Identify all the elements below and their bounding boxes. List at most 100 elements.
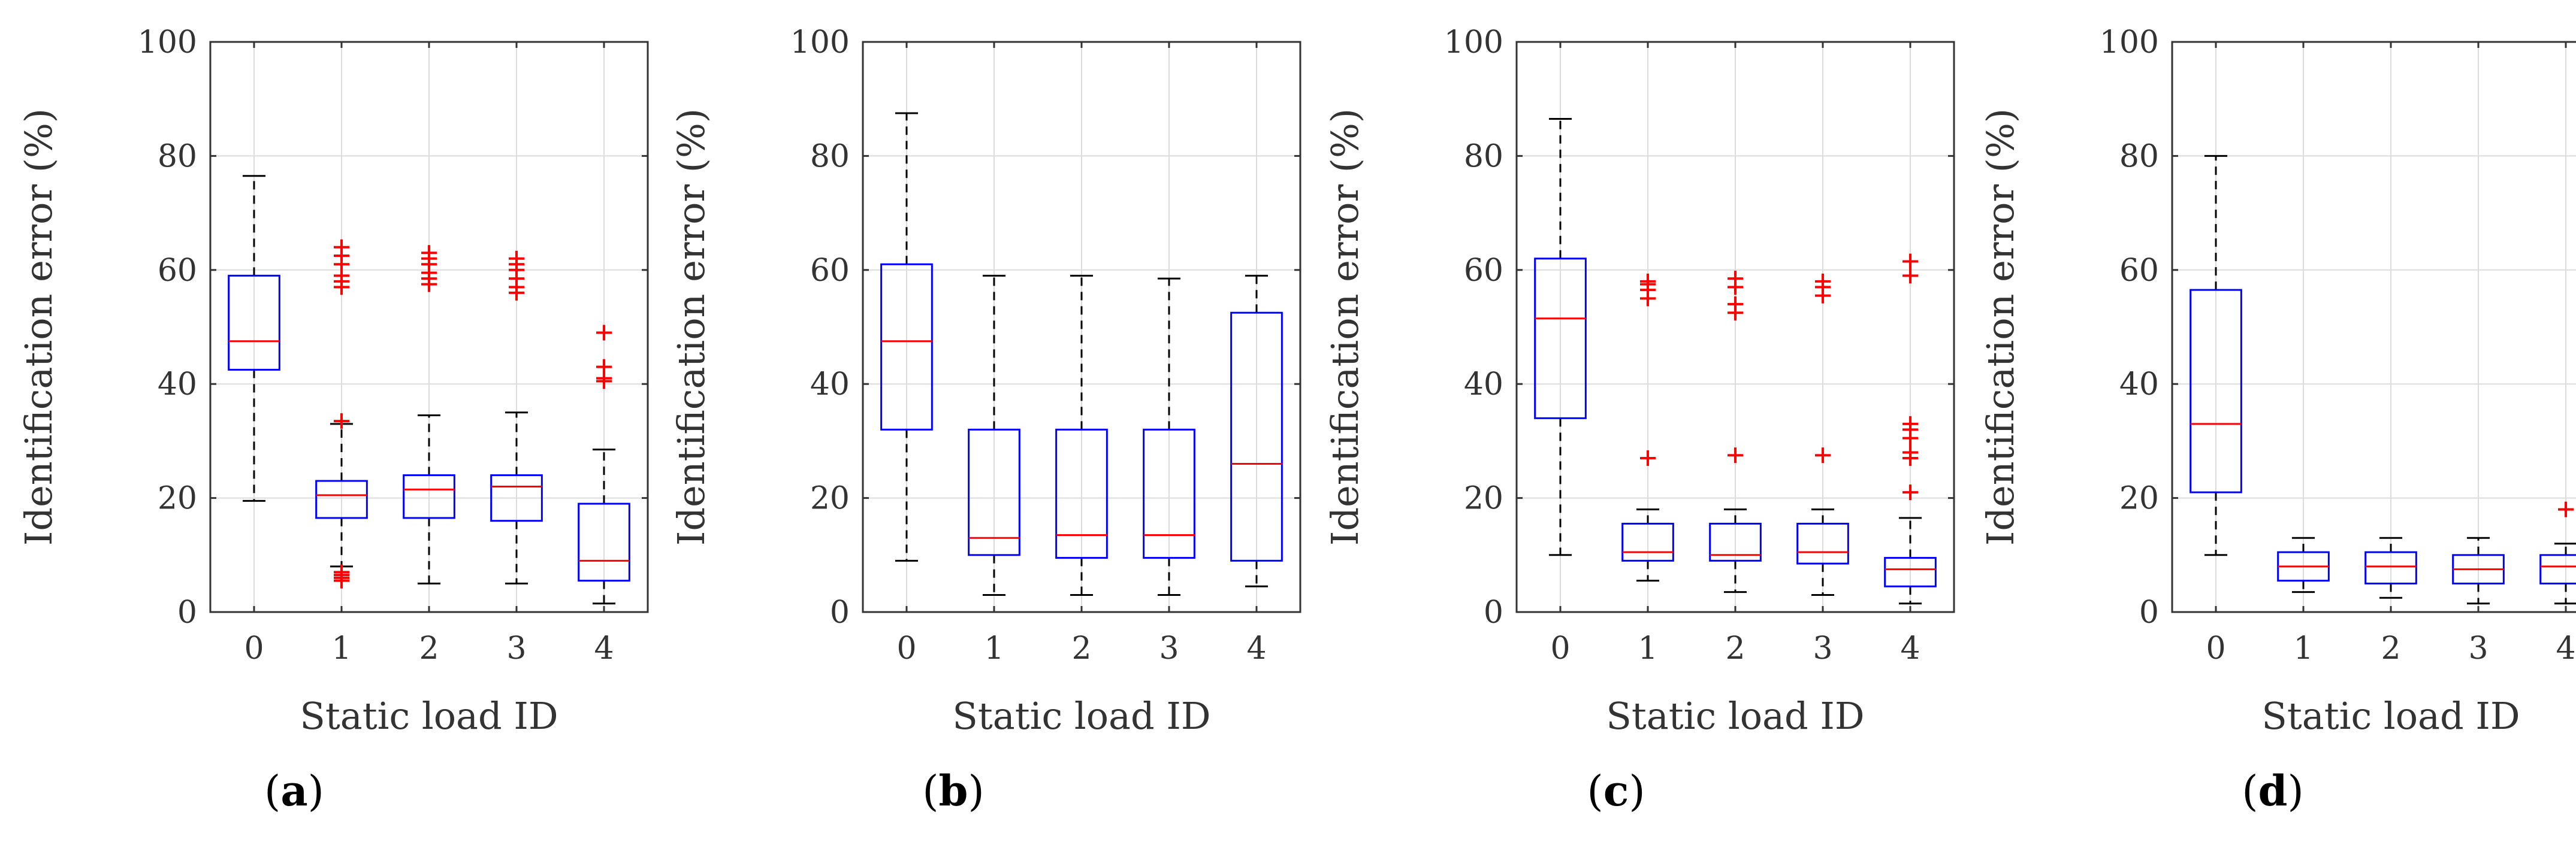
box-iqr: [1796, 522, 1849, 565]
x-tick-label: 1: [1638, 631, 1657, 667]
x-tick-label: 3: [2468, 631, 2488, 667]
box-2: [1055, 274, 1108, 596]
y-tick-label: 40: [810, 367, 850, 402]
y-tick-label: 100: [1444, 25, 1503, 60]
y-tick-label: 40: [158, 367, 197, 402]
x-tick-label: 0: [896, 631, 916, 667]
x-tick-label: 2: [1725, 631, 1745, 667]
y-tick-label: 60: [158, 253, 197, 289]
outlier-marker: [334, 413, 349, 429]
y-tick-label: 80: [810, 138, 850, 174]
y-tick-label: 20: [1464, 481, 1503, 517]
x-axis-label: Static load ID: [2261, 694, 2520, 738]
outlier-marker: [509, 250, 524, 266]
y-tick-label: 100: [2100, 25, 2159, 60]
panel-caption: (b): [922, 766, 985, 816]
y-tick-label: 100: [138, 25, 197, 60]
y-axis-label: Identification error (%): [1323, 108, 1367, 546]
x-tick-label: 0: [244, 631, 264, 667]
y-tick-label: 80: [1464, 138, 1503, 174]
y-tick-label: 60: [810, 253, 850, 289]
outlier-marker: [1902, 444, 1918, 461]
x-tick-label: 4: [2556, 631, 2575, 667]
panel-d: 0 20 40 60 80 100 0 1 2 3 4 Static load ID Identific…: [1979, 25, 2576, 816]
box-iqr: [2539, 554, 2576, 584]
box-3: [490, 250, 543, 584]
panel-caption: (c): [1587, 766, 1645, 816]
y-tick-label: 80: [158, 138, 197, 174]
box-iqr: [880, 263, 933, 431]
box-iqr: [1621, 522, 1674, 562]
box-4: [1230, 274, 1283, 587]
y-tick-label: 80: [2119, 138, 2159, 174]
outlier-marker: [596, 325, 612, 341]
panel-caption: (a): [264, 766, 324, 816]
y-tick-label: 60: [1464, 253, 1503, 289]
y-tick-label: 60: [2119, 253, 2159, 289]
box-4: [1884, 253, 1937, 605]
outlier-marker: [1728, 271, 1743, 287]
panel-b: 0 20 40 60 80 100 0 1 2 3 4 Static load ID Identific…: [669, 25, 1301, 816]
x-tick-label: 2: [2381, 631, 2400, 667]
x-axis-label: Static load ID: [952, 694, 1210, 738]
box-1: [1621, 273, 1674, 582]
plot-frame: [2171, 41, 2576, 613]
box-iqr: [1709, 522, 1762, 562]
box-0: [2190, 155, 2242, 556]
y-tick-label: 20: [158, 481, 197, 517]
x-tick-label: 0: [2206, 631, 2225, 667]
y-axis-label: Identification error (%): [17, 108, 61, 546]
outlier-marker: [1815, 273, 1831, 289]
box-4: [2539, 501, 2576, 605]
box-iqr: [490, 474, 543, 522]
x-tick-label: 0: [1550, 631, 1570, 667]
box-iqr: [1534, 258, 1587, 419]
x-tick-label: 3: [1813, 631, 1832, 667]
panel-c: 0 20 40 60 80 100 0 1 2 3 4 Static load ID Identific…: [1323, 25, 1955, 816]
x-tick-label: 2: [419, 631, 439, 667]
x-tick-label: 1: [984, 631, 1004, 667]
x-tick-label: 2: [1071, 631, 1091, 667]
outlier-marker: [334, 564, 349, 580]
x-tick-label: 3: [1159, 631, 1179, 667]
y-tick-label: 0: [2139, 595, 2159, 631]
box-iqr: [228, 274, 280, 371]
x-tick-label: 1: [331, 631, 351, 667]
box-1: [315, 239, 368, 589]
box-2: [403, 245, 455, 584]
box-iqr: [403, 474, 455, 519]
outlier-marker: [334, 239, 349, 255]
x-axis-label: Static load ID: [1606, 694, 1864, 738]
outlier-marker: [1728, 447, 1743, 464]
x-tick-label: 4: [1900, 631, 1920, 667]
y-axis-label: Identification error (%): [669, 108, 713, 546]
y-tick-label: 40: [1464, 367, 1503, 402]
box-iqr: [1884, 557, 1937, 587]
box-0: [1534, 118, 1587, 556]
y-axis-label: Identification error (%): [1979, 108, 2022, 546]
y-tick-label: 20: [2119, 481, 2159, 517]
outlier-marker: [1902, 484, 1918, 501]
box-iqr: [2190, 289, 2242, 493]
x-tick-label: 1: [2293, 631, 2313, 667]
panel-a: 0 20 40 60 80 100 0 1 2 3 4 Static load ID Identific…: [17, 25, 649, 816]
box-iqr: [1143, 428, 1195, 559]
outlier-marker: [1902, 416, 1918, 432]
outlier-marker: [1902, 253, 1918, 269]
box-3: [2452, 537, 2505, 605]
box-iqr: [968, 428, 1020, 556]
y-tick-label: 40: [2119, 367, 2159, 402]
box-0: [880, 112, 933, 562]
outlier-marker: [1815, 447, 1831, 464]
box-3: [1796, 273, 1849, 596]
box-4: [578, 325, 630, 605]
x-tick-label: 4: [594, 631, 614, 667]
box-iqr: [2364, 551, 2417, 584]
outlier-marker: [1728, 296, 1743, 312]
x-tick-label: 4: [1246, 631, 1266, 667]
box-iqr: [1230, 311, 1283, 562]
outlier-marker: [596, 359, 612, 375]
y-tick-label: 20: [810, 481, 850, 517]
outlier-marker: [1640, 450, 1656, 466]
